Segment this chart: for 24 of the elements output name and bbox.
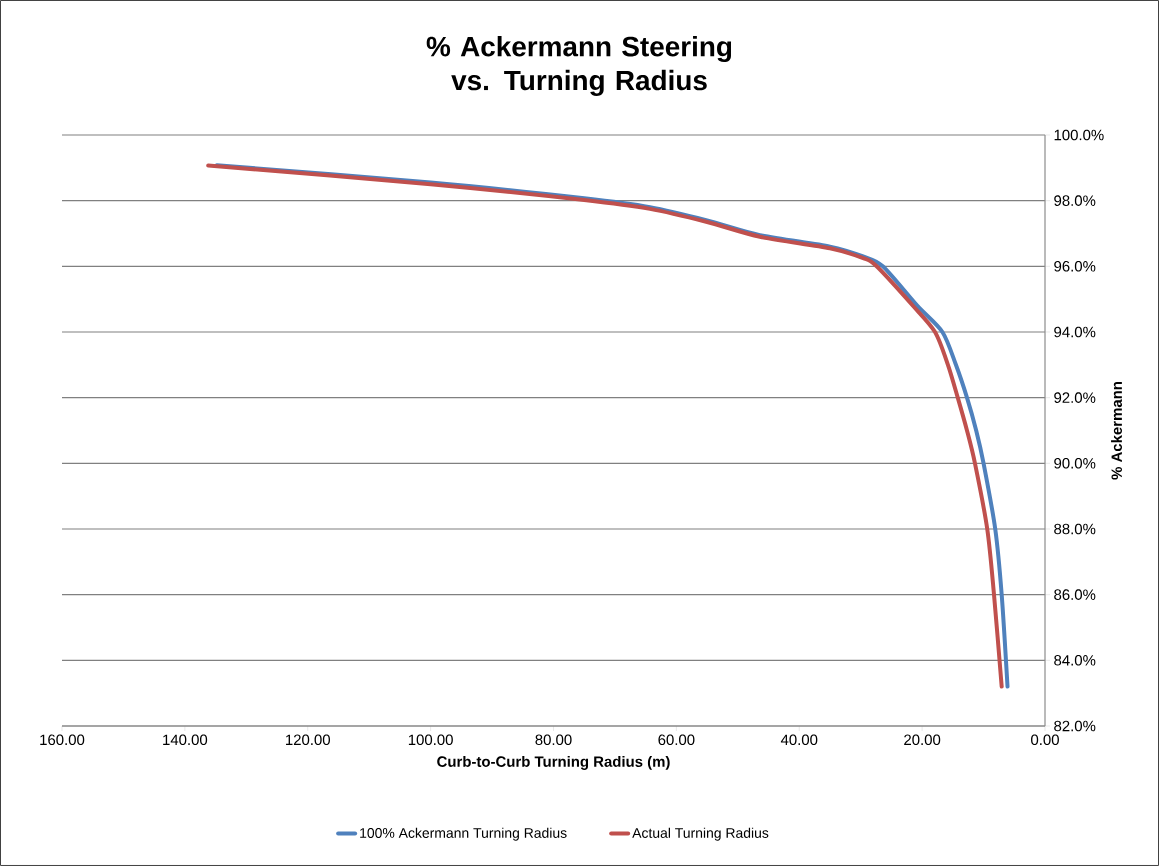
x-axis-title: Curb-to-Curb Turning Radius (m): [437, 755, 670, 770]
y-tick-label: 88.0%: [1054, 523, 1096, 535]
y-tick-label: 98.0%: [1054, 195, 1096, 206]
x-tick-label: 0.00: [1031, 734, 1059, 746]
y-tick-label: 84.0%: [1054, 655, 1096, 666]
y-axis-title: % Ackermann: [1111, 382, 1123, 480]
x-tick-label: 140.00: [163, 734, 208, 746]
y-tick-label: 92.0%: [1054, 392, 1096, 403]
x-tick-label: 120.00: [286, 734, 330, 746]
y-tick-label: 96.0%: [1054, 261, 1096, 272]
x-tick-label: 60.00: [658, 734, 695, 746]
legend-label: 100% Ackermann Turning Radius: [360, 827, 567, 841]
x-tick-label: 160.00: [40, 734, 85, 746]
y-tick-label: 100.0%: [1054, 129, 1104, 141]
x-tick-label: 40.00: [780, 734, 818, 746]
x-tick-label: 20.00: [904, 734, 941, 746]
x-tick-label: 80.00: [535, 734, 572, 746]
chart-title: % Ackermann Steering vs. Turning Radius: [426, 36, 732, 96]
legend-label: Actual Turning Radius: [632, 827, 769, 841]
y-tick-label: 94.0%: [1054, 326, 1096, 338]
y-tick-label: 82.0%: [1054, 720, 1096, 732]
x-tick-label: 100.00: [408, 734, 453, 746]
y-tick-label: 90.0%: [1054, 458, 1096, 469]
y-tick-label: 86.0%: [1054, 589, 1096, 600]
